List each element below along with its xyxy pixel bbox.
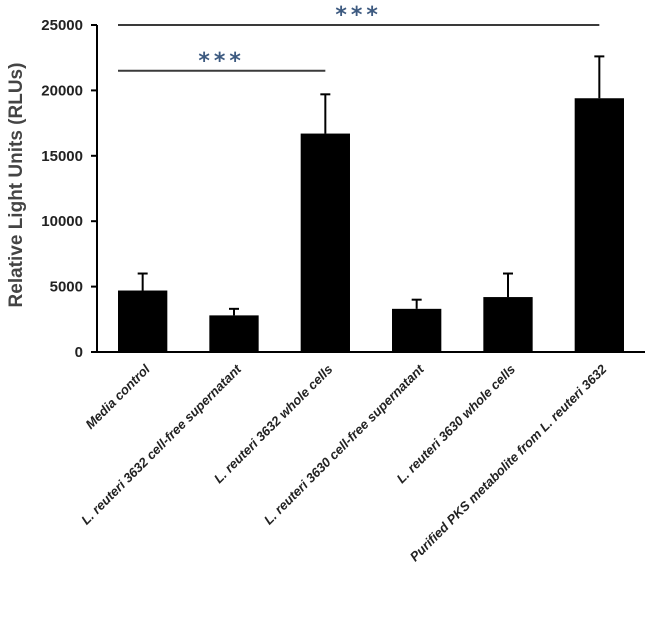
x-tick-label: L. reuteri 3632 cell-free supernatant bbox=[78, 361, 244, 527]
y-tick-label: 25000 bbox=[41, 17, 83, 34]
bars bbox=[118, 98, 624, 352]
y-tick-label: 5000 bbox=[50, 279, 83, 296]
bar bbox=[483, 297, 533, 352]
bar bbox=[392, 308, 442, 352]
x-tick-label: Purified PKS metabolite from L. reuteri … bbox=[407, 361, 610, 564]
bar bbox=[209, 315, 259, 352]
significance-brackets: *** *** bbox=[118, 3, 600, 74]
y-tick-label: 0 bbox=[75, 344, 83, 361]
significance-label: *** bbox=[335, 3, 382, 28]
significance-label: *** bbox=[198, 49, 245, 74]
bar bbox=[118, 290, 168, 352]
y-tick-label: 10000 bbox=[41, 213, 83, 230]
y-axis-label: Relative Light Units (RLUs) bbox=[6, 63, 27, 308]
y-tick-label: 15000 bbox=[41, 148, 83, 165]
bar bbox=[300, 133, 350, 352]
x-tick-label: Media control bbox=[82, 361, 153, 432]
error-bars bbox=[137, 55, 605, 316]
bar bbox=[574, 98, 624, 352]
y-axis: 0 5000 10000 15000 20000 25000 bbox=[41, 17, 98, 361]
x-tick-label: L. reuteri 3630 cell-free supernatant bbox=[261, 361, 427, 527]
y-tick-label: 20000 bbox=[41, 82, 83, 99]
